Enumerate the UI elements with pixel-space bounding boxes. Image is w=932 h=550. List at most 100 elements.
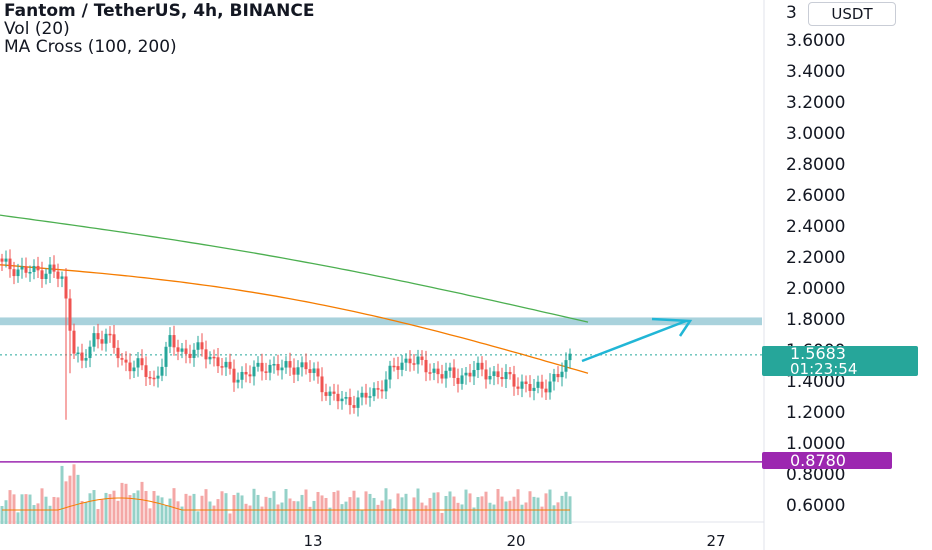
candle-body	[124, 359, 128, 363]
volume-bar	[204, 489, 208, 524]
volume-bar	[212, 505, 216, 524]
volume-bar	[476, 497, 480, 524]
volume-bar	[32, 505, 36, 524]
volume-bar	[420, 502, 424, 524]
volume-bar	[472, 507, 476, 524]
candle-body	[344, 397, 348, 399]
time-label-13: 13	[303, 532, 322, 550]
volume-bar	[276, 504, 280, 524]
candle-body	[476, 362, 480, 371]
volume-bar	[496, 489, 500, 524]
volume-bar	[116, 500, 120, 524]
price-tick-label: 3.4000	[786, 62, 845, 82]
candle-body	[84, 358, 88, 361]
symbol-title[interactable]: Fantom / TetherUS, 4h, BINANCE	[4, 1, 315, 21]
volume-bar	[464, 489, 468, 524]
volume-bar	[248, 505, 252, 524]
volume-bar	[356, 497, 360, 524]
candle-body	[312, 368, 316, 373]
candle-body	[560, 371, 564, 378]
candle-body	[20, 266, 24, 270]
candle-body	[544, 388, 548, 393]
volume-bar	[184, 493, 188, 524]
candle-body	[304, 362, 308, 370]
volume-bar	[236, 492, 240, 524]
candle-body	[336, 393, 340, 402]
volume-bar	[224, 493, 228, 524]
volume-bar	[160, 497, 164, 524]
candle-body	[60, 276, 64, 279]
volume-indicator-label[interactable]: Vol (20)	[4, 19, 70, 39]
volume-bar	[68, 475, 72, 524]
candle-body	[356, 397, 360, 408]
price-tick-label: 2.0000	[786, 279, 845, 299]
candle-body	[8, 258, 12, 270]
candle-body	[416, 356, 420, 365]
candle-body	[340, 398, 344, 402]
candle-body	[132, 367, 136, 372]
volume-bar	[244, 503, 248, 524]
candle-body	[488, 376, 492, 380]
candle-body	[72, 330, 76, 354]
candle-body	[424, 359, 428, 373]
volume-bar	[156, 495, 160, 524]
volume-bar	[380, 500, 384, 524]
candle-body	[216, 357, 220, 367]
volume-bar	[40, 488, 44, 524]
candle-body	[468, 372, 472, 377]
volume-bar	[4, 500, 8, 524]
price-tick-label: 1.2000	[786, 403, 845, 423]
volume-bar	[396, 493, 400, 524]
projection-arrow[interactable]	[581, 317, 693, 363]
volume-bar	[80, 500, 84, 524]
candle-body	[52, 264, 56, 272]
candle-body	[172, 335, 176, 348]
volume-bar	[168, 498, 172, 524]
volume-bar	[416, 488, 420, 524]
ma-cross-indicator-label[interactable]: MA Cross (100, 200)	[4, 37, 177, 57]
candle-body	[64, 276, 68, 299]
volume-bar	[300, 494, 304, 524]
candle-body	[208, 356, 212, 360]
volume-bar	[100, 499, 104, 524]
candle-body	[260, 362, 264, 372]
candle-body	[532, 387, 536, 391]
volume-bar	[408, 510, 412, 524]
volume-bar	[140, 481, 144, 524]
volume-bar	[284, 489, 288, 524]
price-tick-label: 2.2000	[786, 248, 845, 268]
price-tick-label: 2.8000	[786, 155, 845, 175]
volume-bar	[128, 495, 132, 524]
volume-bar	[536, 497, 540, 524]
candle-body	[140, 358, 144, 366]
candle-body	[300, 362, 304, 368]
candle-body	[504, 372, 508, 380]
volume-bar	[272, 491, 276, 524]
price-tick-label: 1.8000	[786, 310, 845, 330]
candle-body	[76, 352, 80, 355]
candle-body	[540, 381, 544, 389]
volume-bar	[260, 506, 264, 524]
candle-body	[452, 367, 456, 378]
volume-bar	[540, 506, 544, 524]
candle-body	[364, 392, 368, 398]
candle-body	[308, 369, 312, 373]
candle-body	[180, 348, 184, 352]
resistance-zone[interactable]	[0, 317, 762, 326]
volume-bar	[304, 489, 308, 524]
price-axis-labels: 3.6000 3.4000 3.2000 3.0000 2.8000 2.6000 2.40…	[786, 31, 845, 516]
candle-body	[360, 392, 364, 398]
volume-bar	[252, 488, 256, 524]
volume-bar	[8, 490, 12, 524]
volume-bar	[364, 491, 368, 524]
candle-body	[120, 358, 124, 360]
candle-body	[24, 266, 28, 273]
candle-body	[88, 346, 92, 359]
candle-body	[508, 372, 512, 375]
volume-bars	[0, 464, 572, 524]
candle-body	[268, 364, 272, 373]
candle-body	[292, 367, 296, 375]
currency-button[interactable]: USDT	[808, 2, 896, 26]
candle-body	[200, 342, 204, 350]
